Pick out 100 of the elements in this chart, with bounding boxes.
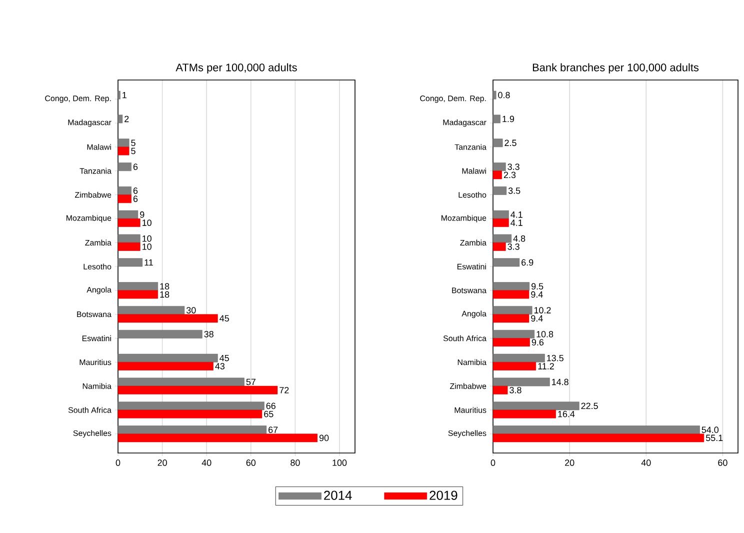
bar bbox=[118, 138, 130, 148]
data-label: 6 bbox=[133, 196, 138, 202]
bar bbox=[492, 170, 502, 180]
data-label: 65 bbox=[264, 410, 274, 418]
x-tick-label: 60 bbox=[718, 460, 728, 466]
bar bbox=[492, 290, 530, 299]
data-label: 3.8 bbox=[510, 386, 522, 394]
x-tick-label: 100 bbox=[332, 460, 347, 466]
data-label: 45 bbox=[220, 315, 229, 322]
data-label: 4.8 bbox=[513, 235, 526, 242]
bar bbox=[492, 330, 534, 338]
bar bbox=[118, 386, 278, 394]
data-label: 72 bbox=[280, 386, 289, 394]
data-label: 10 bbox=[142, 235, 152, 242]
bar bbox=[118, 434, 318, 442]
data-label: 14.8 bbox=[552, 378, 568, 386]
data-label: 9.4 bbox=[531, 315, 543, 322]
data-label: 6 bbox=[133, 164, 138, 170]
bar bbox=[118, 194, 132, 204]
bar bbox=[492, 162, 506, 172]
bar bbox=[118, 146, 130, 156]
data-label: 1 bbox=[122, 92, 126, 98]
data-label: 9.6 bbox=[532, 339, 544, 346]
bar bbox=[118, 402, 264, 410]
bar bbox=[118, 306, 185, 314]
bar bbox=[118, 362, 214, 370]
data-label: 11.2 bbox=[538, 363, 554, 370]
data-label: 38 bbox=[204, 330, 214, 338]
data-label: 1.9 bbox=[502, 116, 514, 122]
bar bbox=[492, 338, 530, 347]
data-label: 18 bbox=[160, 283, 170, 290]
data-label: 16.4 bbox=[558, 410, 575, 418]
data-label: 66 bbox=[266, 402, 276, 410]
x-tick-label: 20 bbox=[158, 460, 167, 466]
bar bbox=[492, 354, 545, 362]
data-label: 10 bbox=[142, 243, 152, 250]
data-label: 6.9 bbox=[522, 259, 534, 266]
data-label: 0.8 bbox=[498, 92, 510, 98]
data-label: 2.5 bbox=[504, 140, 516, 146]
bar bbox=[492, 426, 700, 434]
legend-label: 2019 bbox=[430, 490, 458, 500]
x-tick-label: 40 bbox=[641, 460, 651, 466]
bar bbox=[492, 378, 550, 386]
x-tick-label: 80 bbox=[290, 460, 300, 466]
x-tick-label: 60 bbox=[246, 460, 256, 466]
bar bbox=[492, 234, 512, 243]
bar bbox=[118, 378, 244, 386]
data-label: 3.3 bbox=[508, 164, 520, 170]
bar bbox=[118, 242, 140, 251]
x-tick-label: 40 bbox=[202, 460, 212, 466]
data-label: 13.5 bbox=[547, 354, 564, 362]
data-label: 5 bbox=[131, 148, 136, 154]
data-label: 55.1 bbox=[706, 434, 723, 442]
bar bbox=[492, 210, 509, 219]
bar bbox=[492, 402, 580, 410]
bar bbox=[118, 314, 218, 323]
bar bbox=[118, 186, 132, 195]
bar bbox=[118, 426, 267, 434]
bar bbox=[118, 282, 158, 291]
chart-title: Bank branches per 100,000 adults bbox=[532, 63, 699, 74]
bar bbox=[492, 314, 530, 323]
data-label: 9.4 bbox=[531, 291, 543, 298]
x-tick-label: 0 bbox=[116, 460, 120, 466]
data-label: 54.0 bbox=[702, 426, 719, 433]
bar bbox=[492, 386, 508, 394]
data-label: 9.5 bbox=[531, 283, 544, 290]
bar bbox=[118, 218, 140, 227]
data-label: 2.3 bbox=[504, 172, 516, 178]
data-label: 22.5 bbox=[581, 402, 598, 410]
bar bbox=[492, 410, 556, 418]
legend-label: 2014 bbox=[324, 490, 352, 500]
bar bbox=[492, 282, 530, 291]
data-label: 6 bbox=[133, 188, 138, 194]
bar bbox=[118, 354, 218, 362]
data-label: 3.5 bbox=[508, 188, 520, 194]
bar bbox=[492, 306, 532, 314]
data-label: 4.1 bbox=[510, 212, 522, 218]
data-label: 4.1 bbox=[510, 220, 522, 226]
data-label: 30 bbox=[186, 307, 196, 314]
data-label: 45 bbox=[220, 354, 229, 362]
data-label: 2 bbox=[124, 116, 129, 122]
data-label: 43 bbox=[215, 363, 225, 370]
bar bbox=[492, 434, 704, 442]
data-label: 67 bbox=[268, 426, 278, 433]
data-label: 10.2 bbox=[534, 307, 551, 314]
data-label: 10.8 bbox=[536, 330, 554, 338]
bar bbox=[118, 210, 138, 219]
data-label: 10 bbox=[142, 220, 152, 226]
bar bbox=[118, 410, 262, 418]
data-label: 90 bbox=[319, 434, 329, 442]
chart-title: ATMs per 100,000 adults bbox=[176, 63, 297, 74]
data-label: 9 bbox=[140, 211, 144, 218]
data-label: 18 bbox=[160, 291, 170, 298]
x-tick-label: 20 bbox=[565, 460, 574, 466]
data-label: 3.3 bbox=[508, 243, 520, 250]
data-label: 11 bbox=[144, 259, 153, 266]
bar bbox=[492, 362, 536, 370]
data-label: 57 bbox=[246, 378, 256, 386]
bar bbox=[492, 242, 506, 251]
bar bbox=[118, 290, 158, 299]
